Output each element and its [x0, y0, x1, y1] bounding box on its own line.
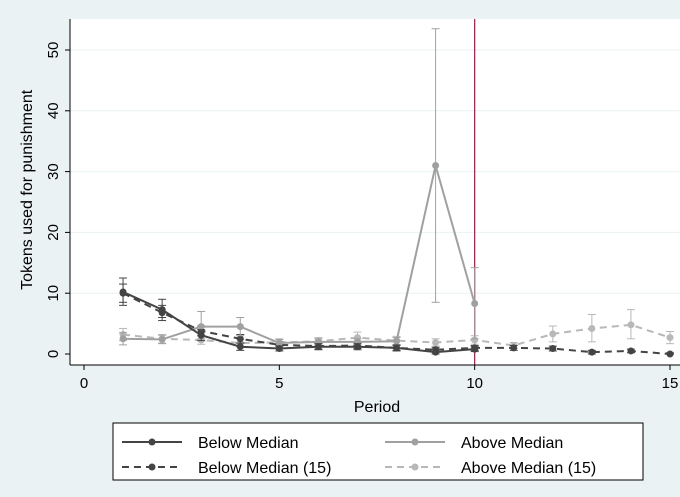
series-layer	[119, 28, 674, 358]
series-above-median	[119, 28, 479, 348]
x-tick-label: 15	[662, 375, 679, 392]
x-axis-title: Period	[354, 399, 400, 416]
y-tick-label: 0	[45, 350, 62, 358]
data-point	[119, 288, 127, 296]
legend-swatch-marker	[148, 463, 156, 471]
legend-swatch-marker	[148, 438, 156, 446]
x-tick-label: 0	[80, 375, 88, 392]
data-point	[393, 344, 401, 352]
y-tick-label: 20	[45, 224, 62, 241]
legend-swatch-marker	[411, 463, 419, 471]
legend: Below Median Above Median Below Median (15…	[112, 422, 644, 481]
data-point	[510, 344, 518, 352]
data-point	[236, 323, 244, 331]
data-point	[549, 345, 557, 353]
legend-label: Below Median (15)	[198, 460, 331, 477]
data-point	[353, 343, 361, 351]
series-below-median	[119, 277, 479, 356]
data-point	[471, 336, 479, 344]
data-point	[627, 347, 635, 355]
legend-label: Below Median	[198, 435, 299, 452]
legend-box	[112, 422, 644, 481]
series-line	[122, 323, 671, 347]
data-point	[471, 345, 479, 353]
data-point	[627, 321, 635, 329]
y-axis-title: Tokens used for punishment	[19, 89, 36, 290]
legend-swatch-marker	[411, 438, 419, 446]
data-point	[197, 323, 205, 331]
data-point	[158, 335, 166, 343]
axes: 0 10 20 30 40 50 0 5 10 15	[45, 19, 680, 392]
data-point	[275, 345, 283, 353]
x-tick-label: 5	[275, 375, 283, 392]
y-tick-label: 40	[45, 102, 62, 119]
series-line	[123, 165, 476, 345]
legend-label: Above Median	[461, 435, 563, 452]
data-point	[549, 330, 557, 338]
data-point	[471, 300, 479, 308]
data-point	[666, 334, 674, 342]
plot-area	[70, 19, 680, 365]
data-point	[236, 335, 244, 343]
legend-label: Above Median (15)	[461, 460, 596, 477]
y-tick-label: 50	[45, 42, 62, 59]
data-point	[158, 306, 166, 314]
data-point	[119, 335, 127, 343]
data-point	[393, 337, 401, 345]
y-tick-label: 10	[45, 285, 62, 302]
data-point	[236, 343, 244, 351]
data-point	[588, 348, 596, 356]
series-line	[122, 291, 475, 354]
data-point	[588, 324, 596, 332]
data-point	[275, 339, 283, 347]
data-point	[197, 331, 205, 339]
grid-lines	[70, 49, 680, 294]
data-point	[666, 350, 674, 358]
data-point	[314, 343, 322, 351]
x-tick-label: 10	[466, 375, 483, 392]
series-line	[122, 292, 671, 355]
y-tick-label: 30	[45, 163, 62, 180]
data-point	[432, 338, 440, 346]
data-point	[432, 348, 440, 356]
data-point	[432, 162, 440, 170]
